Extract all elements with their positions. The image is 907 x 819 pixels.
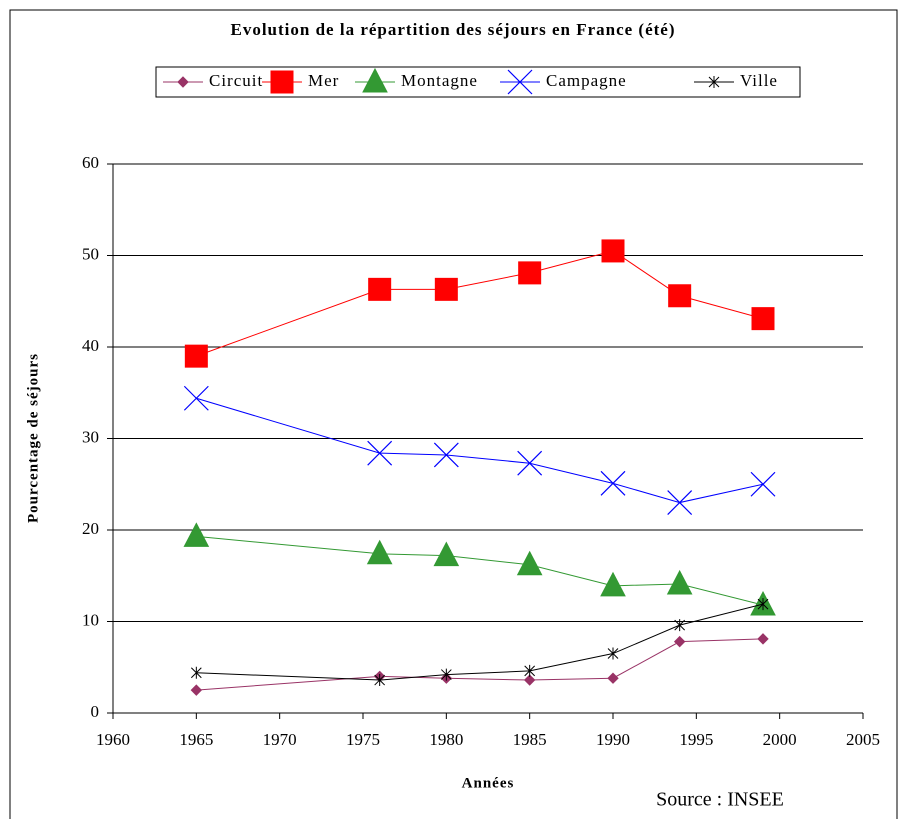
marker <box>177 76 189 88</box>
annotation: Source : INSEE <box>656 789 784 811</box>
x-tick-label: 1990 <box>596 730 630 749</box>
marker <box>183 385 209 411</box>
marker <box>751 307 775 331</box>
y-tick-label: 0 <box>91 702 100 721</box>
y-tick-label: 40 <box>82 336 99 355</box>
x-tick-label: 1995 <box>679 730 713 749</box>
marker <box>524 664 536 677</box>
x-tick-label: 1970 <box>263 730 297 749</box>
marker <box>362 67 388 93</box>
marker <box>757 598 769 611</box>
marker <box>183 522 210 547</box>
marker <box>190 684 203 696</box>
marker <box>600 470 626 496</box>
marker <box>374 674 386 687</box>
y-tick-label: 60 <box>82 153 99 172</box>
series-line <box>196 397 764 504</box>
marker <box>750 471 776 497</box>
marker <box>190 666 202 679</box>
legend-box <box>155 66 801 98</box>
marker <box>433 541 460 567</box>
marker <box>523 674 536 686</box>
x-tick-label: 2005 <box>846 730 880 749</box>
marker <box>517 450 543 476</box>
marker <box>607 672 619 684</box>
x-tick-label: 1965 <box>179 730 213 749</box>
marker <box>601 239 625 263</box>
y-tick-label: 20 <box>82 519 99 538</box>
x-tick-label: 2000 <box>763 730 797 749</box>
marker <box>666 569 693 595</box>
x-tick-label: 1975 <box>346 730 380 749</box>
marker <box>607 647 619 660</box>
series-line <box>196 535 764 606</box>
marker <box>368 277 392 301</box>
x-tick-label: 1980 <box>429 730 463 749</box>
x-tick-label: 1985 <box>513 730 547 749</box>
y-tick-label: 10 <box>82 610 99 629</box>
x-tick-label: 1960 <box>96 730 130 749</box>
marker <box>270 70 294 94</box>
marker <box>367 440 393 466</box>
marker <box>440 668 452 681</box>
legend-label: Mer <box>308 71 339 90</box>
legend-label: Campagne <box>546 71 627 90</box>
marker <box>184 344 208 368</box>
marker <box>674 619 686 632</box>
marker <box>708 76 720 88</box>
y-axis-label: Pourcentage de séjours <box>25 353 41 523</box>
marker <box>668 284 692 308</box>
marker <box>516 550 543 576</box>
legend-label: Ville <box>740 71 778 90</box>
marker <box>366 539 393 565</box>
y-tick-label: 30 <box>82 427 99 446</box>
marker <box>433 442 459 468</box>
marker <box>667 490 693 515</box>
legend-label: Montagne <box>401 71 478 90</box>
chart-frame <box>9 9 898 819</box>
legend-label: Circuit <box>209 71 263 90</box>
y-tick-label: 50 <box>82 244 99 263</box>
marker <box>434 277 458 301</box>
marker <box>518 261 542 285</box>
x-axis-label: Années <box>462 775 515 791</box>
chart-title: Evolution de la répartition des séjours … <box>231 20 676 39</box>
marker <box>600 571 626 597</box>
marker <box>673 635 686 648</box>
series-line <box>196 638 764 691</box>
marker <box>757 633 769 645</box>
marker <box>507 69 533 95</box>
